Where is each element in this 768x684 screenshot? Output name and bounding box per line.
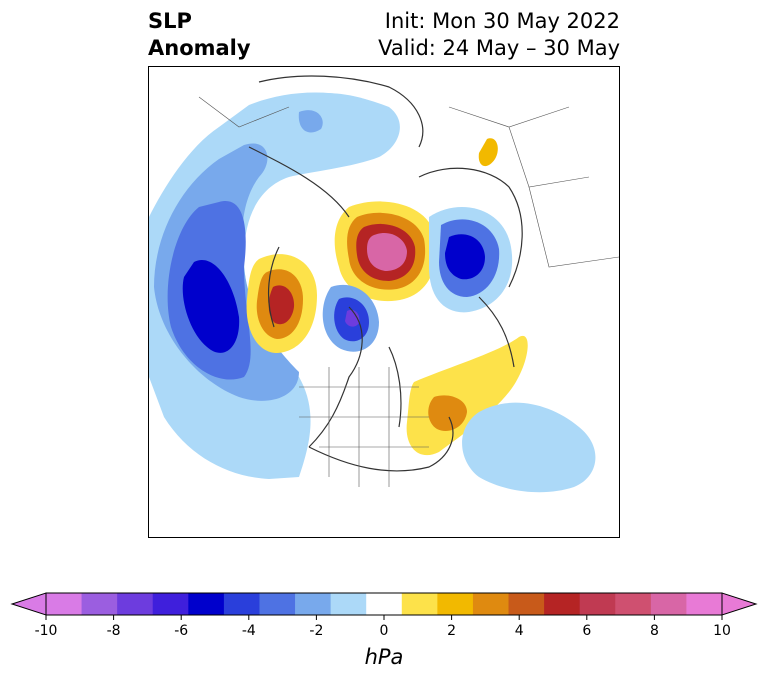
anomaly-contour xyxy=(445,234,485,280)
colorbar-swatch xyxy=(259,593,296,615)
colorbar-tick-label: -6 xyxy=(174,623,188,639)
colorbar-swatch xyxy=(152,593,189,615)
colorbar-unit: hPa xyxy=(364,645,404,669)
anomaly-contour xyxy=(345,309,360,327)
colorbar-swatch xyxy=(508,593,545,615)
colorbar-swatch xyxy=(579,593,616,615)
colorbar-swatch xyxy=(81,593,118,615)
colorbar-tick-label: -4 xyxy=(242,623,256,639)
colorbar-extend-max xyxy=(721,592,758,616)
anomaly-contour xyxy=(367,232,407,271)
colorbar-tick-label: -10 xyxy=(35,623,58,639)
anomaly-contour xyxy=(298,110,323,133)
colorbar-tick-label: 0 xyxy=(380,623,389,639)
colorbar-tick-label: -2 xyxy=(309,623,323,639)
colorbar-swatch xyxy=(46,593,83,615)
valid-range: Valid: 24 May – 30 May xyxy=(378,36,620,60)
colorbar-svg: -10 -8 -6 -4 -2 0 2 4 6 8 10 xyxy=(10,592,758,639)
colorbar: -10 -8 -6 -4 -2 0 2 4 6 8 10 xyxy=(0,586,768,684)
colorbar-tick-label: 6 xyxy=(582,623,591,639)
colorbar-swatch xyxy=(401,593,438,615)
anomaly-map xyxy=(149,75,619,493)
anomaly-contour xyxy=(182,260,240,353)
title-variable: SLP xyxy=(148,9,192,33)
colorbar-swatch xyxy=(330,593,367,615)
anomaly-contour xyxy=(428,395,467,432)
colorbar-swatch xyxy=(686,593,723,615)
anomaly-contour xyxy=(268,285,295,325)
colorbar-tick-label: 10 xyxy=(713,623,731,639)
anomaly-contour xyxy=(462,402,596,493)
colorbar-swatch xyxy=(295,593,332,615)
colorbar-tick-label: -8 xyxy=(107,623,121,639)
colorbar-tick-label: 8 xyxy=(650,623,659,639)
colorbar-swatch xyxy=(437,593,474,615)
colorbar-swatch xyxy=(117,593,154,615)
title-left: SLP Anomaly xyxy=(148,8,251,62)
colorbar-swatch xyxy=(223,593,260,615)
map-panel xyxy=(148,66,620,538)
colorbar-swatch xyxy=(472,593,510,615)
colorbar-swatch xyxy=(366,593,403,615)
colorbar-swatch xyxy=(544,593,581,615)
borders xyxy=(198,96,619,487)
colorbar-swatch xyxy=(188,593,225,615)
title-right: Init: Mon 30 May 2022 Valid: 24 May – 30… xyxy=(378,8,620,62)
colorbar-extend-min xyxy=(10,592,47,616)
colorbar-tick-label: 2 xyxy=(447,623,456,639)
anomaly-contour xyxy=(478,138,498,167)
colorbar-swatch xyxy=(650,593,687,615)
coastlines xyxy=(248,75,523,472)
title-variable-2: Anomaly xyxy=(148,36,251,60)
colorbar-tick-label: 4 xyxy=(515,623,524,639)
init-date: Init: Mon 30 May 2022 xyxy=(384,9,620,33)
colorbar-swatch xyxy=(615,593,652,615)
